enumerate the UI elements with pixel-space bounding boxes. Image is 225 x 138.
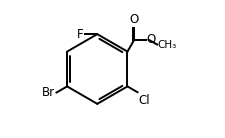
Text: O: O	[146, 33, 155, 46]
Text: Cl: Cl	[137, 94, 149, 107]
Text: CH₃: CH₃	[157, 39, 176, 50]
Text: O: O	[128, 13, 137, 26]
Text: Br: Br	[42, 86, 55, 99]
Text: F: F	[77, 28, 83, 41]
